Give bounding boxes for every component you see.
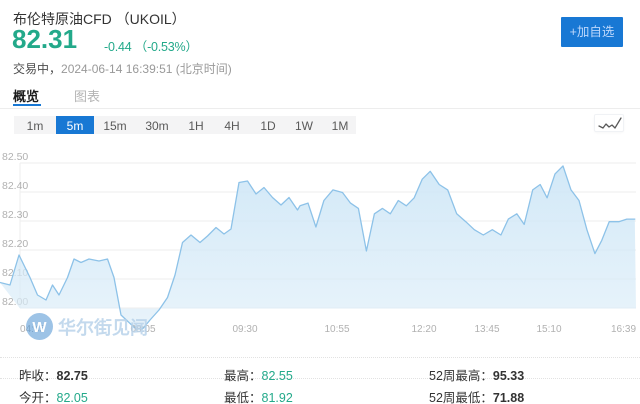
svg-text:13:45: 13:45 bbox=[474, 324, 499, 335]
svg-text:12:20: 12:20 bbox=[411, 324, 436, 335]
svg-text:82.50: 82.50 bbox=[2, 151, 28, 163]
svg-text:09:30: 09:30 bbox=[232, 324, 257, 335]
svg-text:16:39: 16:39 bbox=[611, 324, 636, 335]
svg-text:15:10: 15:10 bbox=[536, 324, 561, 335]
svg-text:W: W bbox=[32, 319, 47, 336]
svg-text:82.20: 82.20 bbox=[2, 238, 28, 250]
svg-text:10:55: 10:55 bbox=[324, 324, 349, 335]
svg-text:82.40: 82.40 bbox=[2, 180, 28, 192]
svg-text:82.30: 82.30 bbox=[2, 209, 28, 221]
